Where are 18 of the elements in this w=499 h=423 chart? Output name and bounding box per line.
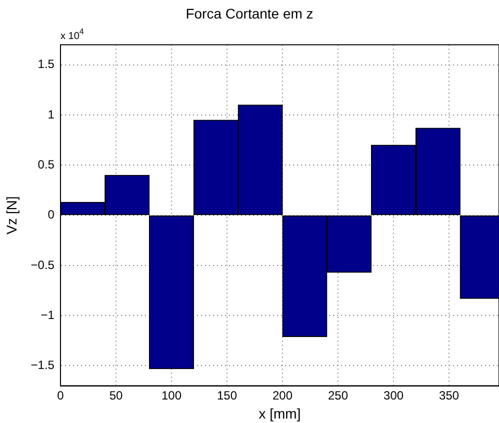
x-tick-label: 350 [439, 388, 460, 402]
x-tick-label: 250 [328, 388, 348, 402]
x-axis-title: x [mm] [258, 405, 301, 422]
y-tick-label: 1.5 [38, 57, 55, 72]
y-tick-label: −1.5 [30, 358, 55, 372]
y-tick-label: 1 [48, 107, 55, 122]
x-tick-label: 200 [272, 388, 293, 402]
x-tick-label: 150 [216, 388, 238, 402]
chart-title: Forca Cortante em z [186, 5, 314, 22]
y-tick-label: −1 [40, 308, 55, 322]
y-tick-label: −0.5 [30, 258, 55, 272]
x-tick-label: 100 [161, 388, 182, 402]
y-axis-title: Vz [N] [3, 196, 20, 234]
y-tick-label: 0 [48, 208, 55, 222]
x-tick-label: 300 [384, 388, 404, 402]
x-tick-label: 0 [57, 388, 64, 402]
y-tick-label: 0.5 [38, 157, 55, 172]
x-tick-label: 50 [109, 388, 123, 402]
